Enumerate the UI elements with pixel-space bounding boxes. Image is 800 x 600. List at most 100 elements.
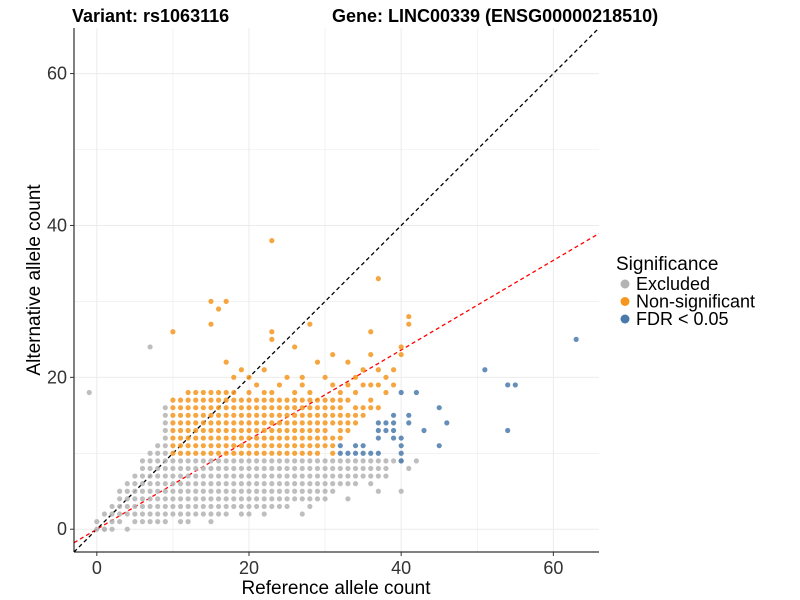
- data-point: [314, 427, 321, 434]
- data-point: [307, 397, 313, 403]
- data-point: [155, 511, 161, 517]
- data-point: [215, 412, 222, 418]
- data-point: [193, 450, 199, 456]
- data-point: [314, 443, 321, 449]
- data-point: [177, 427, 184, 434]
- data-point: [284, 435, 290, 441]
- data-point: [383, 420, 389, 426]
- data-point: [162, 481, 168, 487]
- data-point: [284, 503, 290, 510]
- data-point: [185, 519, 191, 525]
- data-point: [436, 405, 442, 411]
- data-point: [177, 519, 184, 525]
- data-point: [254, 458, 260, 464]
- data-point: [208, 435, 214, 441]
- data-point: [269, 458, 275, 464]
- data-point: [314, 488, 321, 494]
- data-point: [162, 488, 168, 494]
- data-point: [170, 435, 176, 441]
- data-point: [390, 382, 397, 388]
- data-point: [223, 473, 229, 479]
- data-point: [208, 397, 214, 403]
- data-point: [185, 473, 191, 479]
- data-point: [337, 420, 343, 426]
- data-point: [398, 435, 404, 441]
- data-point: [276, 443, 283, 449]
- data-point: [269, 450, 275, 456]
- data-point: [383, 389, 389, 396]
- data-point: [246, 435, 252, 441]
- data-point: [261, 503, 267, 510]
- data-point: [307, 389, 313, 396]
- data-point: [345, 397, 351, 403]
- data-point: [185, 443, 191, 449]
- data-point: [276, 397, 283, 403]
- data-point: [254, 427, 260, 434]
- data-point: [383, 427, 389, 434]
- data-point: [299, 496, 305, 502]
- data-point: [345, 458, 351, 464]
- data-point: [390, 367, 397, 373]
- data-point: [398, 344, 404, 350]
- data-point: [261, 427, 267, 434]
- data-point: [215, 488, 222, 494]
- data-point: [246, 458, 252, 464]
- data-point: [238, 488, 244, 494]
- data-point: [132, 519, 138, 525]
- data-point: [322, 465, 328, 472]
- data-point: [345, 412, 351, 418]
- data-point: [292, 344, 298, 350]
- data-point: [299, 488, 305, 494]
- data-point: [246, 465, 252, 472]
- data-point: [337, 389, 343, 396]
- data-point: [284, 473, 290, 479]
- data-point: [193, 473, 199, 479]
- data-point: [307, 496, 313, 502]
- data-point: [208, 427, 214, 434]
- data-point: [132, 473, 138, 479]
- data-point: [360, 367, 366, 373]
- data-point: [337, 412, 343, 418]
- data-point: [330, 473, 336, 479]
- data-point: [170, 473, 176, 479]
- data-point: [261, 450, 267, 456]
- data-point: [185, 420, 191, 426]
- data-point: [330, 465, 336, 472]
- data-point: [238, 405, 244, 411]
- data-point: [246, 389, 252, 396]
- data-point: [307, 321, 313, 327]
- data-point: [185, 405, 191, 411]
- data-point: [330, 382, 336, 388]
- data-point: [276, 503, 283, 510]
- x-tick-label: 60: [543, 558, 563, 578]
- data-point: [246, 405, 252, 411]
- data-point: [284, 458, 290, 464]
- data-point: [330, 420, 336, 426]
- data-point: [352, 481, 359, 487]
- data-point: [375, 465, 381, 472]
- data-point: [505, 382, 511, 388]
- x-tick-label: 0: [92, 558, 102, 578]
- data-point: [170, 511, 176, 517]
- data-point: [246, 420, 252, 426]
- data-point: [269, 473, 275, 479]
- data-point: [155, 443, 161, 449]
- data-point: [223, 435, 229, 441]
- data-point: [505, 427, 511, 434]
- data-point: [246, 481, 252, 487]
- data-point: [170, 503, 176, 510]
- data-point: [193, 503, 199, 510]
- x-axis-title: Reference allele count: [241, 578, 431, 599]
- data-point: [299, 397, 305, 403]
- data-point: [330, 481, 336, 487]
- data-point: [330, 405, 336, 411]
- data-point: [170, 405, 176, 411]
- data-point: [292, 427, 298, 434]
- data-point: [238, 465, 244, 472]
- data-point: [261, 443, 267, 449]
- data-point: [406, 313, 412, 320]
- data-point: [215, 450, 222, 456]
- data-point: [261, 458, 267, 464]
- data-point: [124, 496, 130, 502]
